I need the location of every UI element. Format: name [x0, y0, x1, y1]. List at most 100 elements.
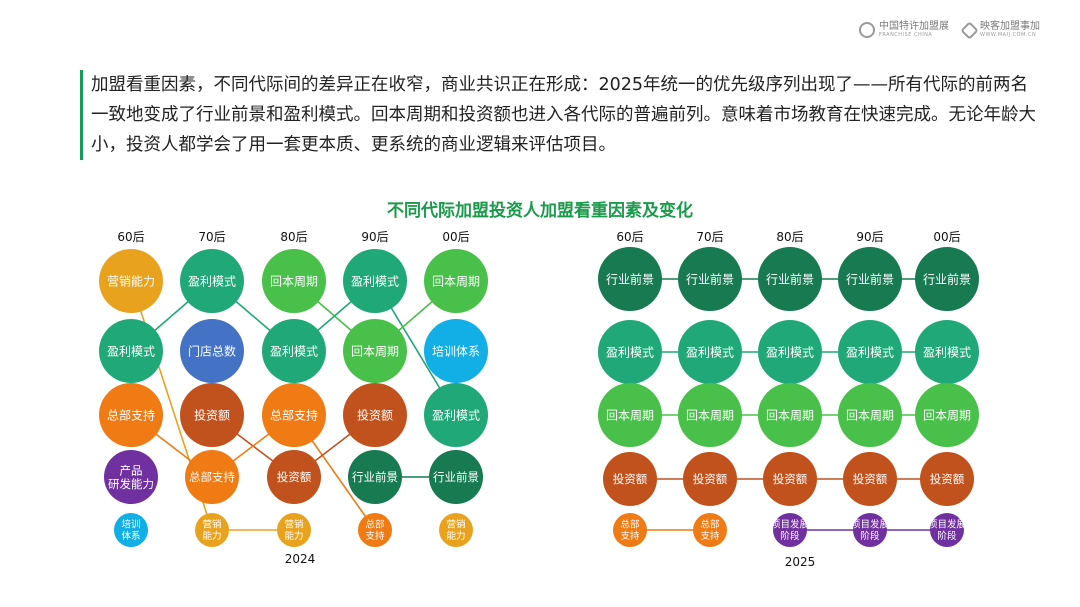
factor-label: 盈利模式: [606, 345, 654, 359]
factor-circle: [920, 452, 974, 506]
factor-circle: [678, 383, 742, 447]
factor-label: 盈利模式: [766, 345, 814, 359]
factor-circle: [915, 247, 979, 311]
factor-node: 盈利模式: [262, 319, 326, 383]
factor-label: 盈利模式: [923, 345, 971, 359]
factor-label: 培训体系: [432, 343, 480, 358]
factor-label: 阶段: [860, 530, 880, 542]
factor-circle: [262, 249, 326, 313]
link-layer: [130, 278, 947, 531]
factor-circle: [853, 513, 887, 547]
factor-label: 盈利模式: [686, 345, 734, 359]
factor-circle: [429, 450, 483, 504]
factor-circle: [763, 452, 817, 506]
factor-circle: [262, 383, 326, 447]
factor-node: 回本周期: [598, 383, 662, 447]
factor-circle: [838, 247, 902, 311]
factor-circle: [758, 320, 822, 384]
factor-circle: [262, 319, 326, 383]
factor-circle: [773, 513, 807, 547]
factor-label: 体系: [121, 530, 140, 542]
factor-node: 投资额: [180, 383, 244, 447]
factor-node: 回本周期: [915, 383, 979, 447]
factor-node: 行业前景: [598, 247, 662, 311]
factor-node: 营销能力: [195, 513, 229, 547]
factor-circle: [104, 450, 158, 504]
factor-label: 支持: [700, 530, 720, 542]
factor-label: 回本周期: [351, 344, 399, 358]
factor-label: 行业前景: [606, 271, 654, 286]
factor-circle: [114, 513, 148, 547]
factor-label: 项目发展: [851, 519, 890, 531]
factor-label: 投资额: [693, 472, 728, 486]
factor-node: 回本周期: [758, 383, 822, 447]
factor-label: 行业前景: [923, 271, 971, 286]
logo-sub: FRANCHISE CHINA: [879, 32, 933, 38]
header-logos: 中国特许加盟展 FRANCHISE CHINA 映客加盟事加 WWW.MAIJ.…: [859, 20, 1040, 40]
factor-circle: [758, 383, 822, 447]
factor-circle: [195, 513, 229, 547]
factor-circle: [343, 249, 407, 313]
logo-sub: WWW.MAIJ.COM.CN: [980, 32, 1037, 38]
factor-label: 阶段: [937, 530, 957, 542]
factor-label: 行业前景: [352, 470, 398, 484]
factor-label: 投资额: [773, 472, 808, 486]
factor-node: 总部支持: [693, 513, 727, 547]
factor-label: 盈利模式: [351, 274, 399, 288]
factor-circle: [424, 319, 488, 383]
factor-label: 盈利模式: [107, 344, 155, 358]
factor-label: 总部: [365, 519, 384, 531]
generation-label: 70后: [696, 230, 723, 244]
factor-label: 项目发展: [771, 519, 810, 531]
factor-node: 盈利模式: [99, 319, 163, 383]
factor-circle: [838, 320, 902, 384]
factor-label: 能力: [202, 530, 221, 542]
factor-node: 盈利模式: [838, 320, 902, 384]
factor-label: 回本周期: [686, 408, 734, 422]
factor-label: 行业前景: [846, 271, 894, 286]
franchise-logo-icon: [859, 22, 875, 38]
factor-label: 门店总数: [188, 343, 236, 358]
factor-label: 营销能力: [107, 274, 155, 288]
factor-node: 投资额: [267, 450, 321, 504]
factor-circle: [343, 319, 407, 383]
generation-label: 90后: [361, 230, 388, 244]
factor-circle: [838, 383, 902, 447]
chart-title: 不同代际加盟投资人加盟看重因素及变化: [387, 201, 693, 221]
factor-circle: [930, 513, 964, 547]
factor-node: 回本周期: [838, 383, 902, 447]
factor-node: 投资额: [603, 452, 657, 506]
maij-logo: 映客加盟事加 WWW.MAIJ.COM.CN: [960, 20, 1040, 40]
factor-label: 投资额: [930, 472, 965, 486]
year-label: 2024: [285, 552, 316, 566]
factor-node: 投资额: [763, 452, 817, 506]
factor-label: 盈利模式: [432, 408, 480, 422]
factor-node: 总部支持: [613, 513, 647, 547]
factor-node: 行业前景: [348, 450, 402, 504]
factor-circle: [613, 513, 647, 547]
factor-label: 能力: [446, 530, 465, 542]
factor-node: 盈利模式: [598, 320, 662, 384]
factor-label: 总部支持: [107, 407, 155, 422]
factor-label: 总部支持: [189, 470, 235, 484]
factor-circle: [99, 383, 163, 447]
factor-circle: [758, 247, 822, 311]
factor-circle: [598, 247, 662, 311]
logo-name: 映客加盟事加: [980, 21, 1040, 32]
factor-label: 营销: [284, 519, 304, 531]
factor-node: 回本周期: [678, 383, 742, 447]
factor-node: 盈利模式: [678, 320, 742, 384]
factor-node: 总部支持: [358, 513, 392, 547]
factor-label: 投资额: [853, 472, 888, 486]
factor-circle: [277, 513, 311, 547]
generation-label: 60后: [117, 230, 144, 244]
factor-label: 回本周期: [923, 408, 971, 422]
factor-node: 营销能力: [99, 249, 163, 313]
franchise-china-logo: 中国特许加盟展 FRANCHISE CHINA: [859, 22, 949, 38]
intro-paragraph: 加盟看重因素，不同代际间的差异正在收窄，商业共识正在形成：2025年统一的优先级…: [80, 70, 1041, 160]
factor-circle: [358, 513, 392, 547]
